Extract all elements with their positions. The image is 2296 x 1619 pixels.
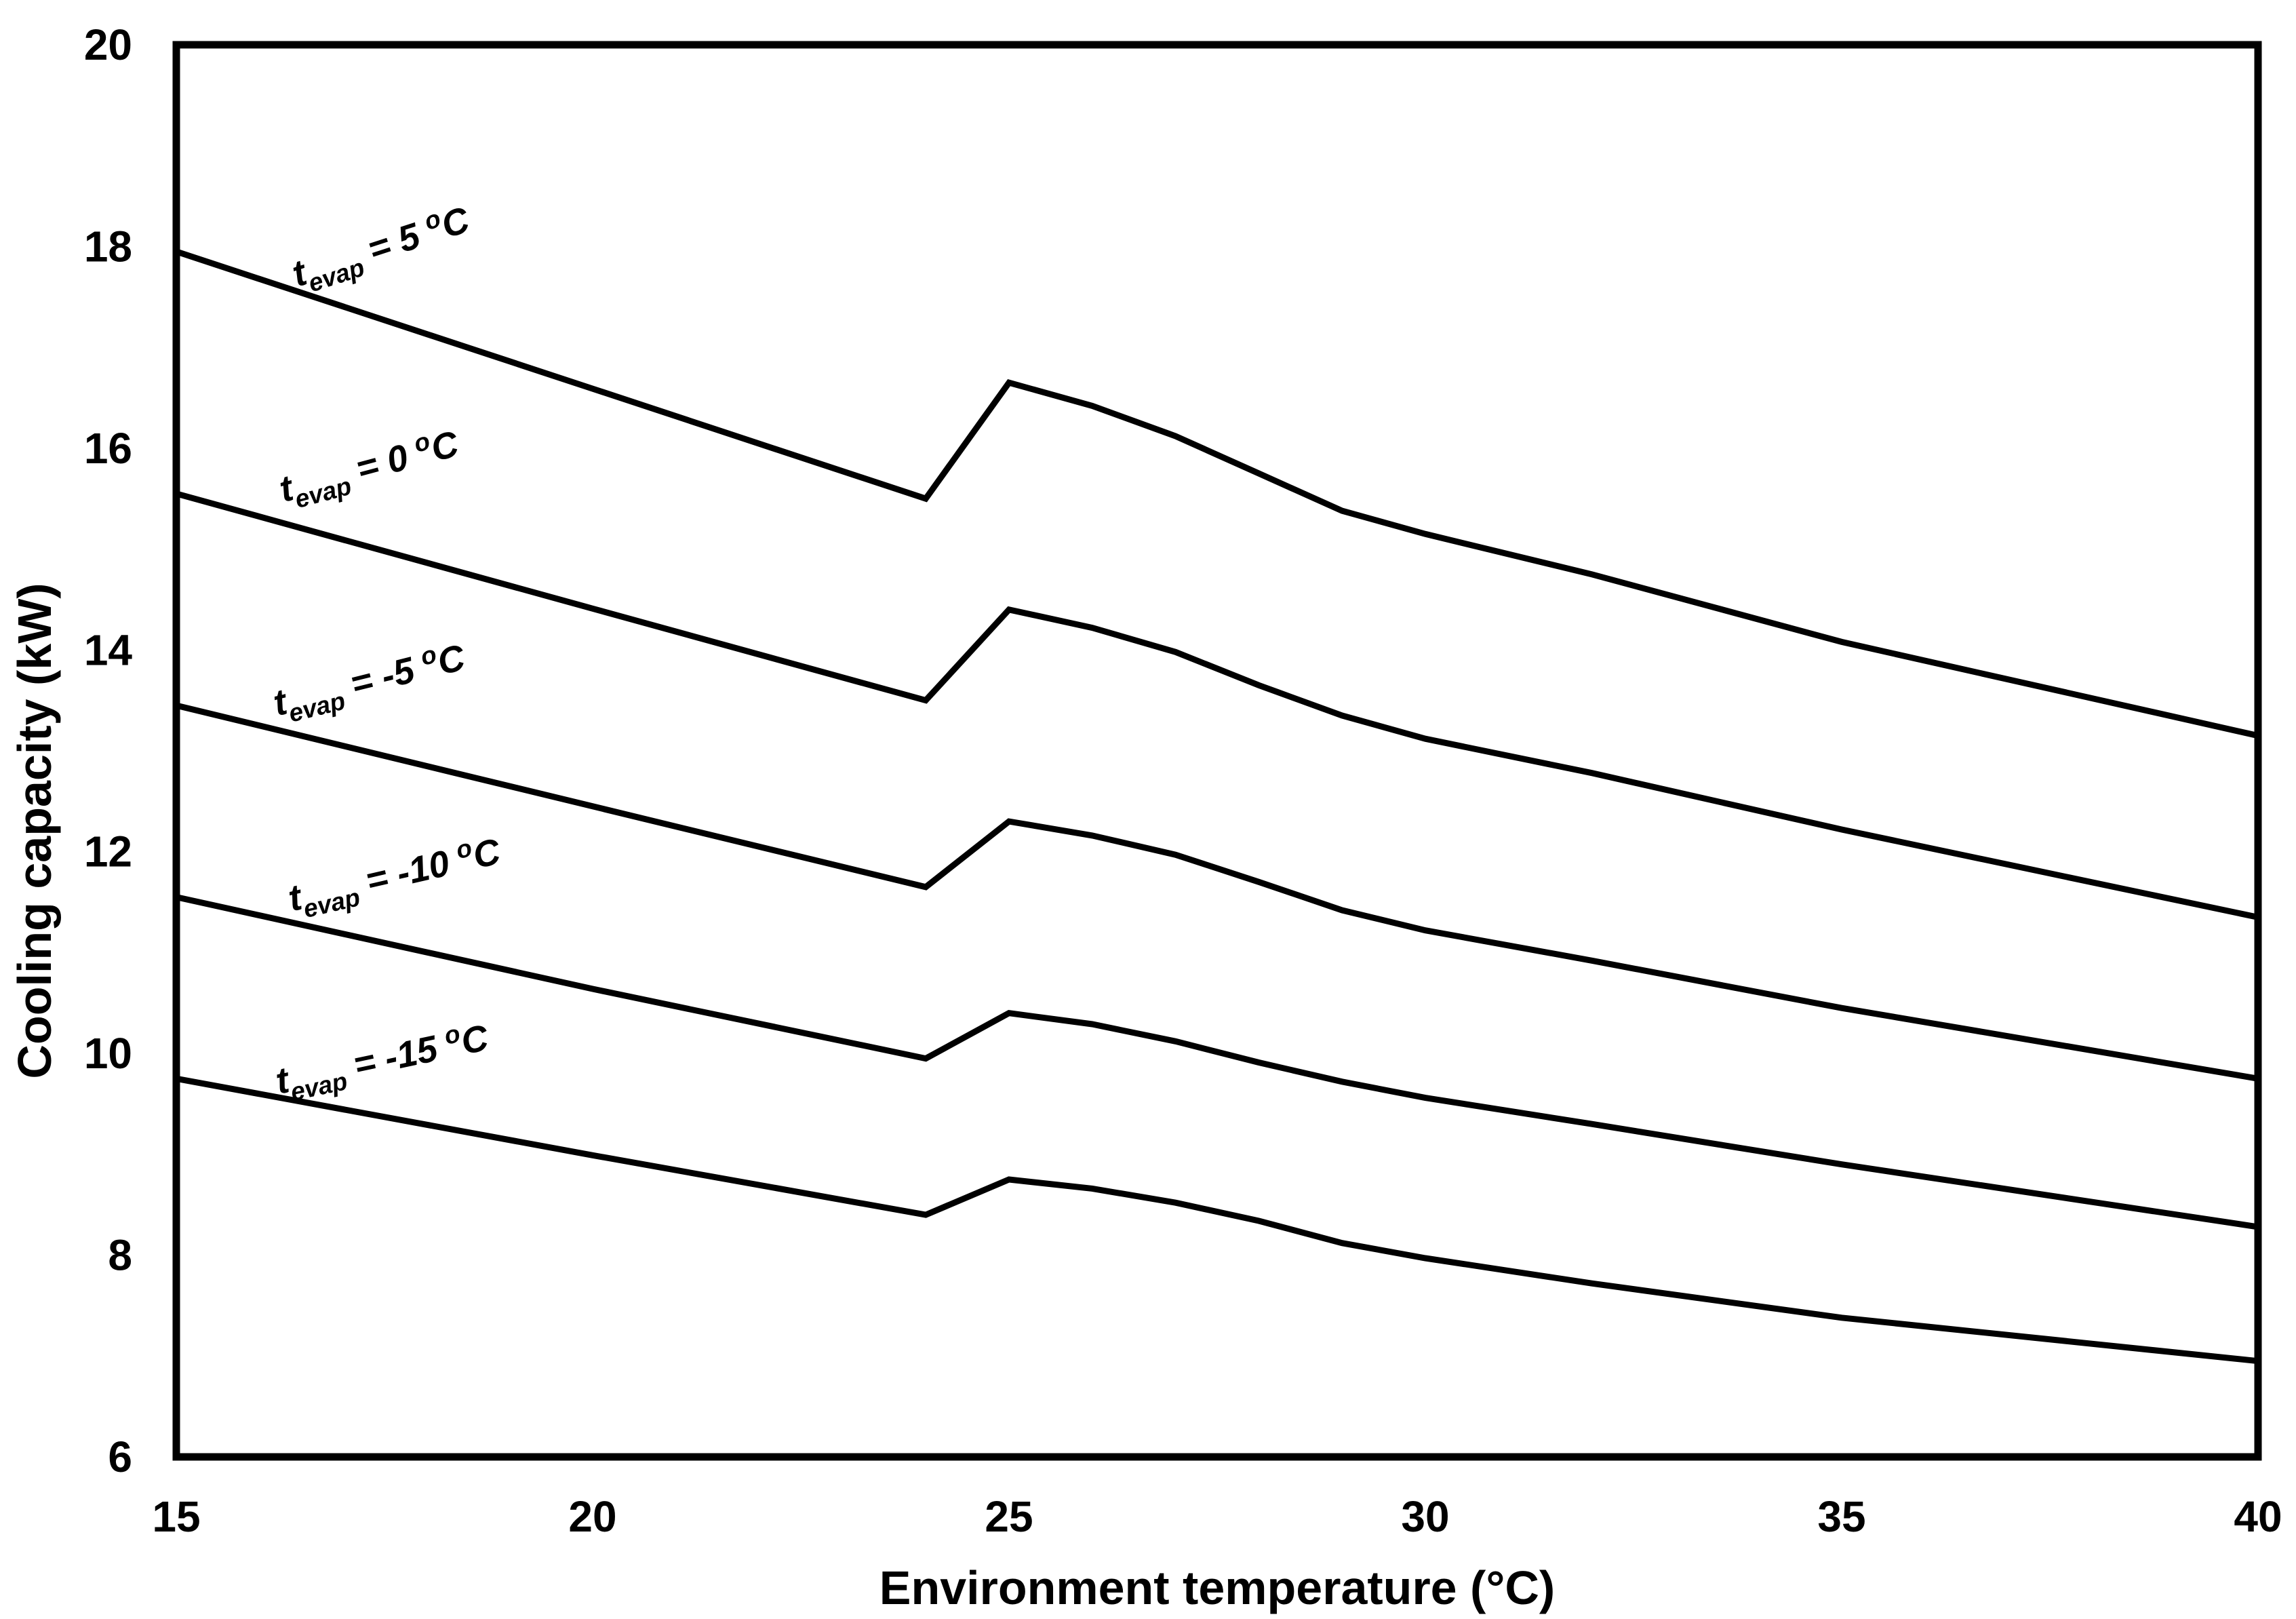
y-tick-label: 20: [84, 20, 132, 69]
y-axis-tick-labels: 6 8 10 12 14 16 18 20: [84, 20, 133, 1481]
x-axis-tick-labels: 15 20 25 30 35 40: [152, 1492, 2282, 1541]
series-line-4: [176, 894, 2259, 1230]
y-tick-label: 6: [108, 1432, 132, 1481]
series-line-5: [176, 1075, 2259, 1365]
y-tick-label: 8: [108, 1231, 132, 1280]
series-lines: [175, 248, 2259, 1365]
series-line-1: [175, 248, 2259, 739]
x-tick-label: 35: [1817, 1492, 1865, 1541]
x-tick-label: 40: [2234, 1492, 2282, 1541]
plot-frame: [172, 41, 2262, 1461]
y-tick-label: 16: [84, 424, 132, 473]
y-tick-label: 18: [84, 222, 132, 271]
y-tick-label: 14: [84, 625, 133, 674]
x-tick-label: 30: [1401, 1492, 1449, 1541]
series-line-2: [175, 490, 2259, 920]
x-axis-title: Environment temperature (°C): [879, 1561, 1555, 1614]
y-tick-label: 10: [84, 1029, 132, 1078]
y-axis-title: Cooling capacity (kW): [8, 583, 61, 1078]
x-tick-label: 20: [568, 1492, 616, 1541]
x-tick-label: 15: [152, 1492, 200, 1541]
series-line-3: [175, 702, 2259, 1082]
y-tick-label: 12: [84, 827, 132, 876]
x-tick-label: 25: [985, 1492, 1033, 1541]
